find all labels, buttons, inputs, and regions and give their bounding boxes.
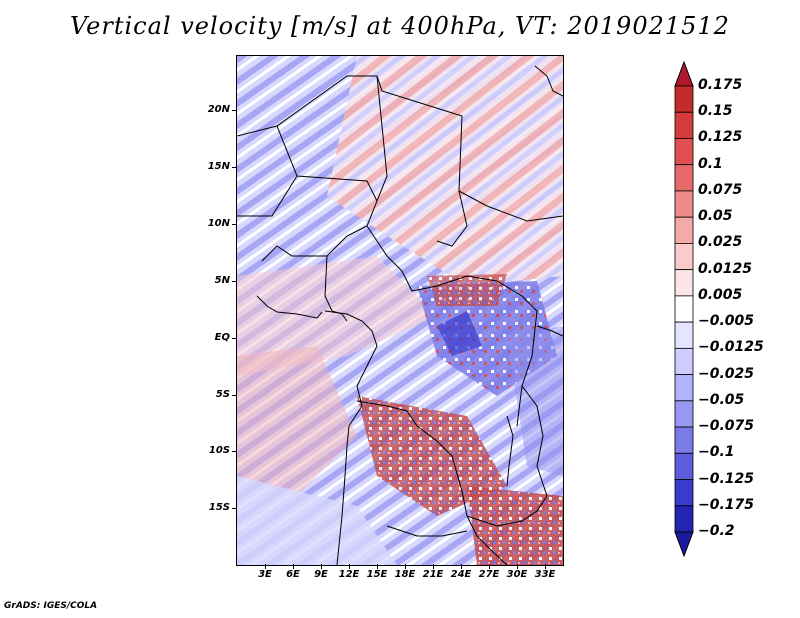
lon-tick-27e [489, 564, 490, 569]
lon-tick-12e [349, 564, 350, 569]
lat-label-15n: 15N [207, 161, 230, 172]
grads-credit: GrADS: IGES/COLA [4, 601, 98, 611]
lon-label-12e: 12E [338, 569, 360, 580]
legend-label: 0.1 [698, 155, 723, 172]
legend-label: 0.125 [698, 129, 743, 146]
legend-label: −0.05 [698, 391, 745, 408]
legend-swatch [674, 190, 694, 218]
lat-label-eq: EQ [214, 332, 230, 343]
lat-tick-20n [232, 110, 237, 111]
lon-tick-21e [433, 564, 434, 569]
legend-swatch [674, 400, 694, 428]
lon-label-3e: 3E [258, 569, 272, 580]
lon-tick-24e [461, 564, 462, 569]
lat-tick-15n [232, 167, 237, 168]
legend-label: −0.075 [698, 418, 755, 435]
lat-tick-eq [232, 338, 237, 339]
legend-arrow-top [674, 60, 694, 87]
legend-arrow-bottom [674, 531, 694, 558]
legend-label: 0.0125 [698, 260, 753, 277]
lat-tick-5s [232, 395, 237, 396]
legend-label: 0.175 [698, 77, 743, 93]
legend-label: 0.075 [698, 181, 743, 198]
lon-tick-6e [293, 564, 294, 569]
legend-swatch [674, 295, 694, 323]
lon-tick-30e [517, 564, 518, 569]
lat-label-5s: 5S [215, 389, 230, 400]
legend-label: −0.005 [698, 313, 755, 330]
legend-swatch [674, 243, 694, 271]
legend-swatch [674, 505, 694, 533]
lon-label-18e: 18E [394, 569, 416, 580]
lon-label-6e: 6E [286, 569, 300, 580]
vertical-velocity-map [236, 55, 564, 566]
lon-label-9e: 9E [314, 569, 328, 580]
legend-label: −0.0125 [698, 339, 764, 356]
legend-label: 0.005 [698, 286, 743, 303]
legend-swatch [674, 111, 694, 139]
map-canvas [237, 56, 563, 565]
legend-swatch [674, 452, 694, 480]
lon-label-21e: 21E [422, 569, 444, 580]
lon-label-30e: 30E [506, 569, 528, 580]
legend-label: 0.15 [698, 103, 733, 120]
lon-tick-18e [405, 564, 406, 569]
legend-label: −0.025 [698, 365, 755, 382]
lon-tick-33e [545, 564, 546, 569]
lon-label-33e: 33E [534, 569, 556, 580]
legend-swatch [674, 321, 694, 349]
legend-swatch [674, 347, 694, 375]
lat-tick-15s [232, 508, 237, 509]
lon-label-27e: 27E [478, 569, 500, 580]
lon-tick-9e [321, 564, 322, 569]
legend-swatch [674, 138, 694, 166]
legend-swatch [674, 426, 694, 454]
lat-label-20n: 20N [207, 104, 230, 115]
legend-label: −0.175 [698, 496, 755, 513]
lat-tick-10n [232, 224, 237, 225]
legend-label: −0.2 [698, 523, 735, 539]
lat-tick-5n [232, 281, 237, 282]
lon-tick-3e [265, 564, 266, 569]
legend-label: −0.125 [698, 470, 755, 487]
lon-tick-15e [377, 564, 378, 569]
legend-label: 0.025 [698, 234, 743, 251]
legend-swatch [674, 269, 694, 297]
legend-label: −0.1 [698, 444, 735, 461]
lon-label-15e: 15E [366, 569, 388, 580]
legend-swatch [674, 374, 694, 402]
legend-swatch [674, 85, 694, 113]
lon-label-24e: 24E [450, 569, 472, 580]
lat-label-5n: 5N [214, 275, 230, 286]
map-title: Vertical velocity [m/s] at 400hPa, VT: 2… [70, 12, 730, 40]
legend-swatch [674, 164, 694, 192]
legend-swatch [674, 216, 694, 244]
lat-tick-10s [232, 451, 237, 452]
legend-swatch [674, 479, 694, 507]
legend-label: 0.05 [698, 208, 733, 225]
lat-label-10n: 10N [207, 218, 230, 229]
lat-label-15s: 15S [208, 502, 230, 513]
lat-label-10s: 10S [208, 445, 230, 456]
